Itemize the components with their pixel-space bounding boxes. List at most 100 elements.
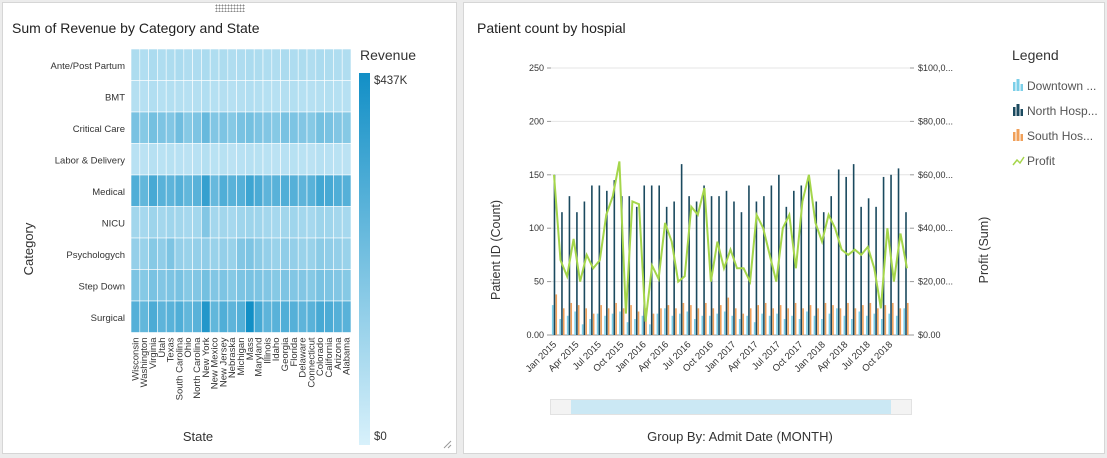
bar-north[interactable] bbox=[882, 176, 885, 335]
bar-south[interactable] bbox=[832, 305, 834, 335]
heatmap-cell[interactable] bbox=[253, 237, 264, 270]
heatmap-cell[interactable] bbox=[271, 143, 281, 176]
heatmap-cell[interactable] bbox=[192, 300, 202, 333]
heatmap-cell[interactable] bbox=[324, 111, 334, 144]
bar-north[interactable] bbox=[643, 185, 646, 335]
heatmap-cell[interactable] bbox=[271, 269, 281, 302]
heatmap-cell[interactable] bbox=[306, 80, 317, 113]
bar-downtown[interactable] bbox=[903, 308, 906, 335]
heatmap-cell[interactable] bbox=[139, 206, 149, 239]
heatmap-cell[interactable] bbox=[218, 300, 229, 333]
heatmap-cell[interactable] bbox=[333, 269, 343, 302]
heatmap-cell[interactable] bbox=[139, 300, 149, 333]
heatmap-cell[interactable] bbox=[236, 48, 246, 81]
heatmap-cell[interactable] bbox=[165, 206, 176, 239]
heatmap-cell[interactable] bbox=[201, 237, 211, 270]
heatmap-cell[interactable] bbox=[333, 48, 343, 81]
heatmap-cell[interactable] bbox=[201, 300, 211, 333]
heatmap-cell[interactable] bbox=[289, 300, 299, 333]
bar-north[interactable] bbox=[867, 198, 870, 335]
heatmap-cell[interactable] bbox=[262, 80, 273, 113]
heatmap-cell[interactable] bbox=[289, 206, 299, 239]
heatmap-cell[interactable] bbox=[148, 80, 158, 113]
heatmap-cell[interactable] bbox=[139, 237, 149, 270]
heatmap-cell[interactable] bbox=[192, 206, 202, 239]
bar-downtown[interactable] bbox=[888, 313, 891, 335]
bar-south[interactable] bbox=[622, 308, 625, 335]
heatmap-cell[interactable] bbox=[333, 80, 343, 113]
bar-north[interactable] bbox=[905, 212, 907, 335]
legend-item-label[interactable]: Profit bbox=[1027, 154, 1056, 168]
heatmap-cell[interactable] bbox=[236, 143, 246, 176]
bar-downtown[interactable] bbox=[664, 308, 666, 335]
heatmap-cell[interactable] bbox=[218, 269, 229, 302]
legend-item-label[interactable]: South Hos... bbox=[1027, 129, 1093, 143]
heatmap-cell[interactable] bbox=[218, 174, 229, 207]
bar-north[interactable] bbox=[561, 212, 563, 335]
heatmap-cell[interactable] bbox=[227, 300, 237, 333]
bar-downtown[interactable] bbox=[895, 315, 898, 335]
bar-north[interactable] bbox=[830, 196, 833, 335]
bar-south[interactable] bbox=[839, 308, 842, 335]
bar-downtown[interactable] bbox=[671, 315, 674, 335]
bar-downtown[interactable] bbox=[776, 313, 778, 335]
heatmap-cell[interactable] bbox=[227, 48, 237, 81]
bar-south[interactable] bbox=[824, 302, 827, 335]
heatmap-cell[interactable] bbox=[280, 143, 290, 176]
heatmap-cell[interactable] bbox=[324, 174, 334, 207]
bar-south[interactable] bbox=[906, 302, 909, 335]
heatmap-cell[interactable] bbox=[333, 237, 343, 270]
bar-downtown[interactable] bbox=[836, 308, 838, 335]
bar-downtown[interactable] bbox=[731, 315, 734, 335]
heatmap-cell[interactable] bbox=[227, 206, 237, 239]
heatmap-cell[interactable] bbox=[262, 300, 273, 333]
heatmap-cell[interactable] bbox=[130, 80, 141, 113]
heatmap-cell[interactable] bbox=[315, 206, 325, 239]
bar-north[interactable] bbox=[845, 176, 847, 335]
heatmap-cell[interactable] bbox=[148, 237, 158, 270]
heatmap-cell[interactable] bbox=[157, 269, 167, 302]
heatmap-cell[interactable] bbox=[157, 206, 167, 239]
bar-south[interactable] bbox=[757, 305, 759, 335]
heatmap-cell[interactable] bbox=[174, 300, 185, 333]
heatmap-cell[interactable] bbox=[245, 300, 255, 333]
bar-north[interactable] bbox=[755, 201, 758, 336]
bar-downtown[interactable] bbox=[589, 318, 591, 335]
heatmap-cell[interactable] bbox=[333, 111, 343, 144]
heatmap-cell[interactable] bbox=[297, 174, 308, 207]
heatmap-cell[interactable] bbox=[209, 174, 220, 207]
heatmap-cell[interactable] bbox=[174, 48, 185, 81]
bar-downtown[interactable] bbox=[604, 315, 606, 335]
heatmap-cell[interactable] bbox=[315, 269, 325, 302]
bar-south[interactable] bbox=[600, 305, 602, 335]
heatmap-cell[interactable] bbox=[201, 80, 211, 113]
bar-downtown[interactable] bbox=[641, 315, 644, 335]
heatmap-cell[interactable] bbox=[218, 48, 229, 81]
bar-downtown[interactable] bbox=[768, 315, 771, 335]
combo-chart[interactable]: 250 $100,0... 200 $80,00... 150 $60,00... 100 $… bbox=[464, 3, 1105, 454]
heatmap-cell[interactable] bbox=[289, 174, 299, 207]
heatmap-cell[interactable] bbox=[236, 111, 246, 144]
heatmap-cell[interactable] bbox=[174, 80, 185, 113]
bar-downtown[interactable] bbox=[559, 318, 561, 335]
heatmap-cell[interactable] bbox=[209, 237, 220, 270]
heatmap-cell[interactable] bbox=[165, 300, 176, 333]
heatmap-cell[interactable] bbox=[174, 269, 185, 302]
bar-north[interactable] bbox=[703, 185, 705, 335]
heatmap-cell[interactable] bbox=[139, 143, 149, 176]
heatmap-cell[interactable] bbox=[271, 80, 281, 113]
bar-downtown[interactable] bbox=[574, 311, 576, 335]
heatmap-cell[interactable] bbox=[315, 111, 325, 144]
heatmap-cell[interactable] bbox=[245, 111, 255, 144]
heatmap-cell[interactable] bbox=[165, 237, 176, 270]
bar-downtown[interactable] bbox=[843, 315, 846, 335]
bar-downtown[interactable] bbox=[701, 315, 704, 335]
heatmap-cell[interactable] bbox=[174, 206, 185, 239]
heatmap-cell[interactable] bbox=[297, 48, 308, 81]
heatmap-cell[interactable] bbox=[262, 111, 273, 144]
heatmap-cell[interactable] bbox=[183, 111, 193, 144]
heatmap-cell[interactable] bbox=[315, 48, 325, 81]
bar-south[interactable] bbox=[817, 308, 819, 335]
heatmap-cell[interactable] bbox=[253, 111, 264, 144]
resize-grip-icon[interactable] bbox=[442, 439, 452, 449]
